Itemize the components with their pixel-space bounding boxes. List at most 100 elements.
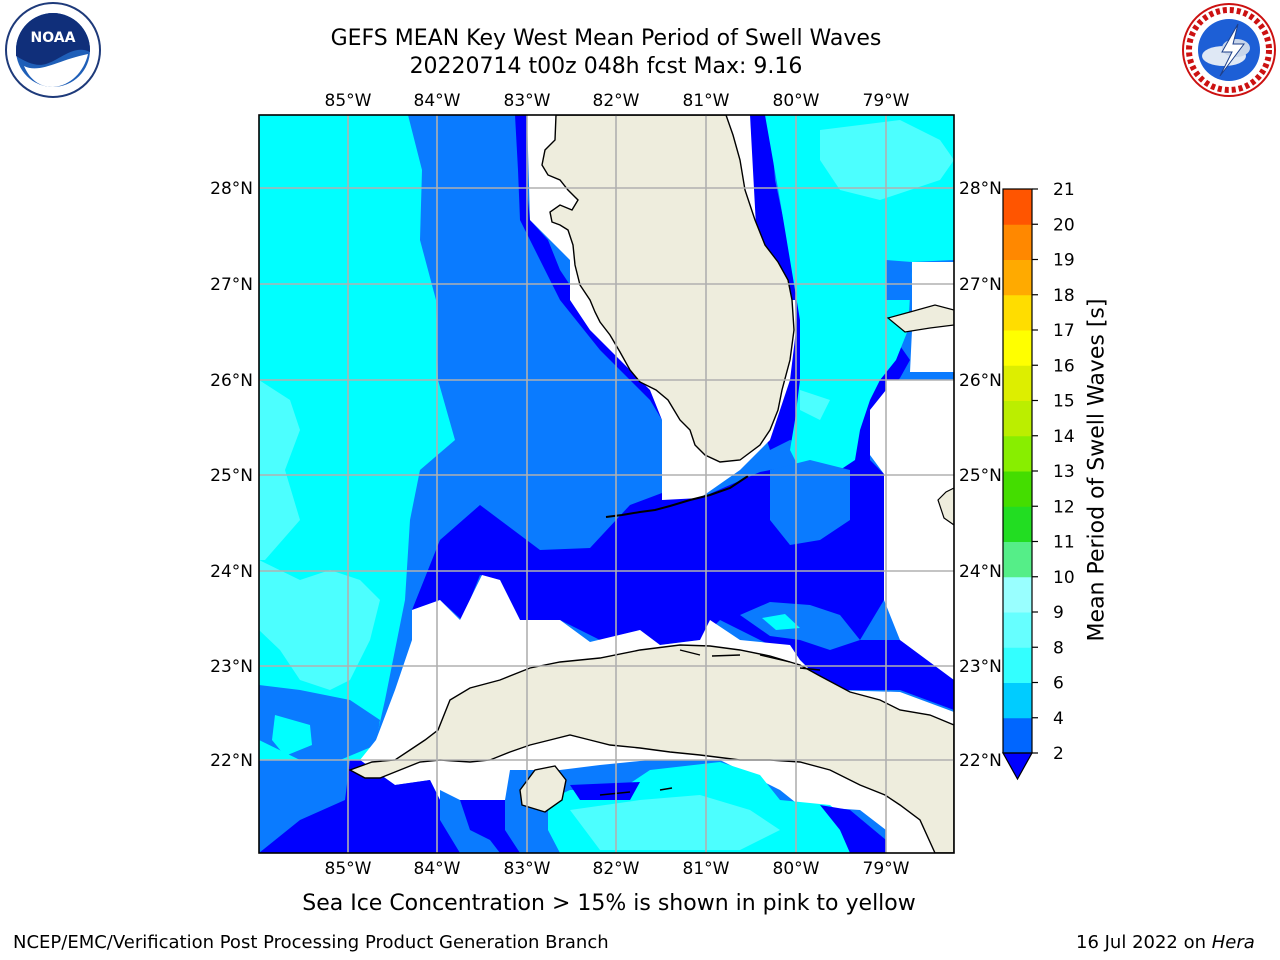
map-field: [259, 115, 954, 853]
gridlines: [259, 115, 954, 853]
colorbar-segment-0: [1003, 717, 1032, 754]
colorbar-tick-label-13: 18: [1053, 286, 1075, 306]
lat-label-left-5: 23°N: [210, 657, 253, 677]
colorbar-segment-1: [1003, 682, 1032, 719]
land-bahamas-andros: [937, 487, 954, 526]
colorbar-segment-9: [1003, 400, 1032, 437]
colorbar-tick-label-0: 2: [1053, 744, 1064, 764]
colorbar-segment-5: [1003, 541, 1032, 578]
colorbar-segment-10: [1003, 365, 1032, 401]
colorbar-segment-3: [1003, 612, 1032, 648]
colorbar-tick-label-12: 17: [1053, 321, 1075, 341]
lon-label-bottom-4: 81°W: [683, 859, 730, 879]
colorbar-tick-label-3: 8: [1053, 638, 1064, 658]
colorbar-segment-7: [1003, 471, 1032, 507]
field-2-4s-gulf-coast: [515, 115, 662, 420]
lat-label-left-2: 26°N: [210, 371, 253, 391]
field-8-9s-east: [800, 120, 954, 420]
lon-label-bottom-1: 84°W: [414, 859, 461, 879]
field-4-6s-east-lower: [770, 460, 850, 545]
colorbar-segment-14: [1003, 224, 1032, 260]
footer-host: Hera: [1211, 932, 1255, 953]
colorbar-label: Mean Period of Swell Waves [s]: [1084, 298, 1110, 642]
colorbar-tick-label-6: 11: [1053, 533, 1075, 553]
lon-label-top-4: 81°W: [683, 91, 730, 111]
cuba-cays: [599, 649, 821, 796]
colorbar-tick-label-4: 9: [1053, 603, 1064, 623]
lat-label-left-4: 24°N: [210, 562, 253, 582]
lat-label-left-6: 22°N: [210, 751, 253, 771]
nodata-bahamas: [870, 262, 954, 680]
land-bahamas-north: [886, 304, 954, 333]
latitude-labels-left: 28°N 27°N 26°N 25°N 24°N 23°N 22°N: [210, 179, 253, 771]
field-2-4s-south-east: [570, 782, 886, 853]
field-6-8s-east: [765, 115, 954, 480]
chart-subtitle: 20220714 t00z 048h fcst Max: 9.16: [409, 54, 803, 79]
footer-date-text: 16 Jul 2022 on: [1076, 932, 1212, 953]
map-frame: [258, 114, 955, 854]
lon-label-top-5: 80°W: [773, 91, 820, 111]
land-cuba: [348, 644, 954, 853]
lat-label-left-1: 27°N: [210, 275, 253, 295]
longitude-labels-bottom: 85°W 84°W 83°W 82°W 81°W 80°W 79°W: [325, 859, 910, 879]
lon-label-top-0: 85°W: [325, 91, 372, 111]
lat-label-left-3: 25°N: [210, 466, 253, 486]
colorbar: 2 4 6 8 9 10 11 12 13 14 15 16 17 18 19 20 21: [1001, 180, 1075, 781]
colorbar-segment-6: [1003, 506, 1032, 542]
lon-label-bottom-6: 79°W: [863, 859, 910, 879]
colorbar-segment-13: [1003, 259, 1032, 296]
lat-label-right-2: 26°N: [959, 371, 1002, 391]
colorbar-tick-label-15: 20: [1053, 215, 1075, 235]
chart-title: GEFS MEAN Key West Mean Period of Swell …: [330, 26, 882, 51]
lat-label-right-1: 27°N: [959, 275, 1002, 295]
field-4-6s-east-shelf: [886, 260, 912, 300]
field-8-9s-west: [259, 380, 380, 690]
colorbar-segment-2: [1003, 647, 1032, 683]
colorbar-tick-label-9: 14: [1053, 427, 1075, 447]
land-isla-juventud: [519, 765, 567, 813]
florida-keys: [605, 475, 749, 518]
colorbar-tick-label-1: 4: [1053, 709, 1064, 729]
lon-label-top-3: 82°W: [593, 91, 640, 111]
lon-label-top-1: 84°W: [414, 91, 461, 111]
footer-credit: NCEP/EMC/Verification Post Processing Pr…: [13, 932, 609, 953]
field-4-6s-patch: [740, 602, 860, 650]
field-4-6s-south: [259, 760, 500, 853]
lat-label-right-0: 28°N: [959, 179, 1002, 199]
lon-label-top-2: 83°W: [504, 91, 551, 111]
colorbar-segment-8: [1003, 435, 1032, 472]
lat-label-right-5: 23°N: [959, 657, 1002, 677]
sea-ice-note: Sea Ice Concentration > 15% is shown in …: [302, 891, 916, 916]
nws-logo: [1182, 3, 1276, 97]
lon-label-bottom-3: 82°W: [593, 859, 640, 879]
colorbar-tick-label-2: 6: [1053, 674, 1064, 694]
colorbar-tick-label-16: 21: [1053, 180, 1075, 200]
lat-label-left-0: 28°N: [210, 179, 253, 199]
field-6-8s-patch: [762, 614, 800, 630]
colorbar-segment-15: [1003, 189, 1032, 225]
lon-label-bottom-0: 85°W: [325, 859, 372, 879]
lon-label-top-6: 79°W: [863, 91, 910, 111]
colorbar-tick-label-10: 15: [1053, 392, 1075, 412]
colorbar-segment-12: [1003, 294, 1032, 331]
colorbar-segment-11: [1003, 330, 1032, 366]
colorbar-tick-label-8: 13: [1053, 462, 1075, 482]
colorbar-tick-label-14: 19: [1053, 251, 1075, 271]
lat-label-right-3: 25°N: [959, 466, 1002, 486]
latitude-labels-right: 28°N 27°N 26°N 25°N 24°N 23°N 22°N: [959, 179, 1002, 771]
lat-label-right-4: 24°N: [959, 562, 1002, 582]
land-florida: [541, 115, 795, 463]
lon-label-bottom-5: 80°W: [773, 859, 820, 879]
colorbar-tick-label-11: 16: [1053, 356, 1075, 376]
colorbar-tick-label-5: 10: [1053, 568, 1075, 588]
colorbar-tick-label-7: 12: [1053, 497, 1075, 517]
noaa-logo: NOAA: [5, 2, 101, 98]
field-6-8s-sw: [272, 715, 312, 756]
noaa-logo-text: NOAA: [31, 30, 76, 46]
footer-date: 16 Jul 2022 on Hera: [1076, 932, 1255, 953]
colorbar-segment-4: [1003, 576, 1032, 613]
lon-label-bottom-2: 83°W: [504, 859, 551, 879]
longitude-labels-top: 85°W 84°W 83°W 82°W 81°W 80°W 79°W: [325, 91, 910, 111]
colorbar-extend-min: [1001, 752, 1034, 781]
